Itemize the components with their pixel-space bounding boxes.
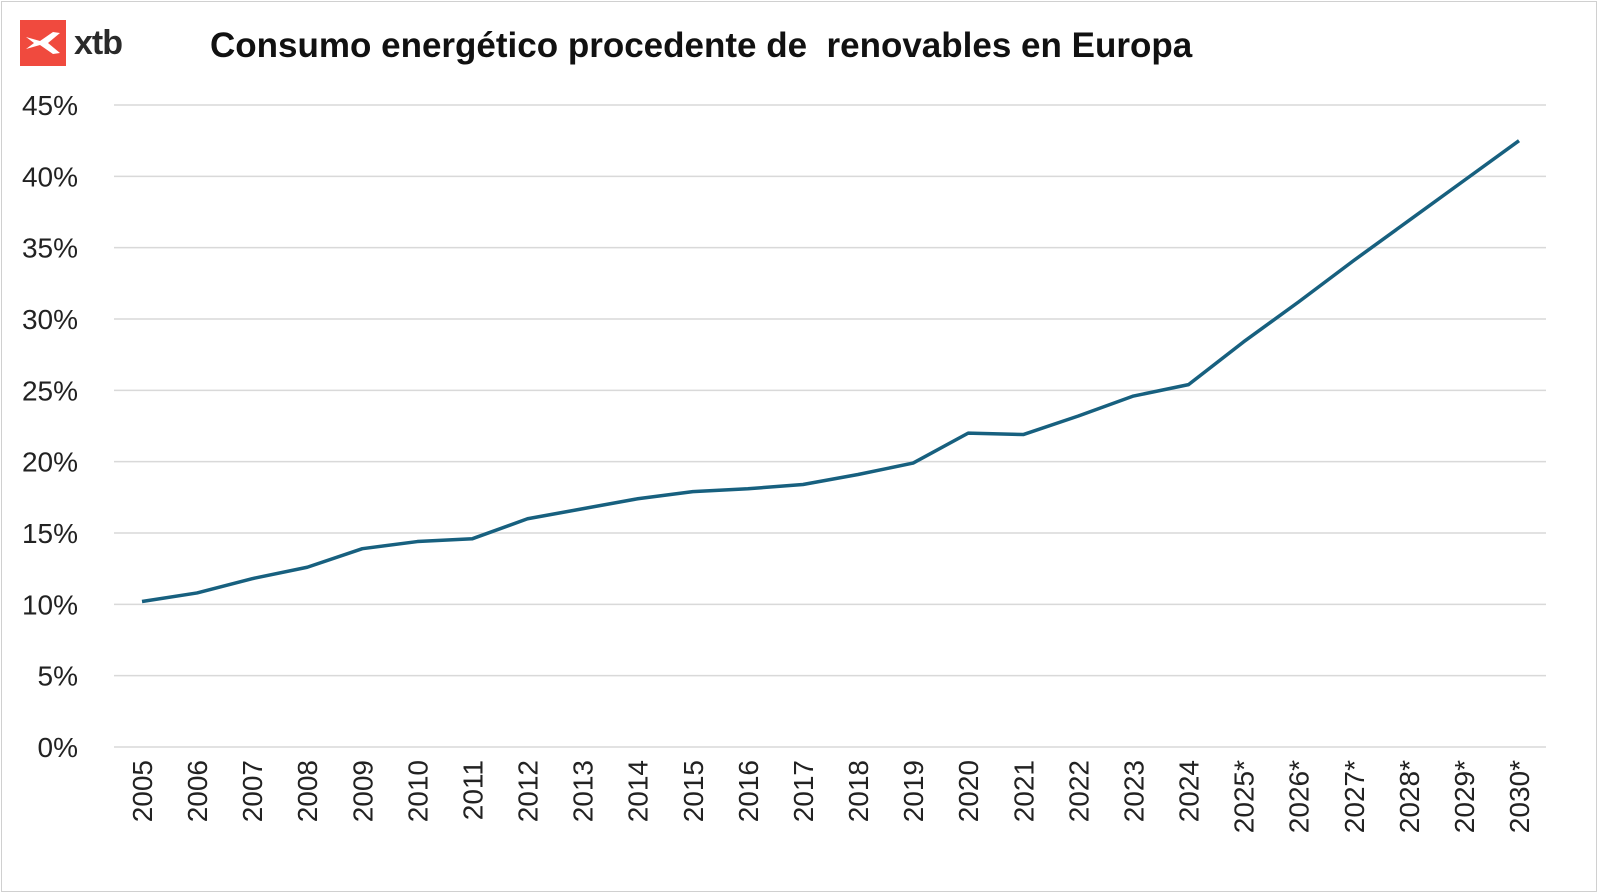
y-tick-label: 35% — [22, 233, 78, 264]
x-tick-label: 2014 — [623, 760, 654, 822]
y-tick-label: 15% — [22, 518, 78, 549]
x-tick-label: 2011 — [457, 760, 488, 820]
x-tick-label: 2006 — [182, 760, 213, 822]
x-tick-label: 2017 — [788, 760, 819, 822]
x-tick-label: 2013 — [568, 760, 599, 822]
x-tick-label: 2027* — [1339, 760, 1370, 833]
series-line — [141, 139, 1521, 604]
x-tick-label: 2007 — [237, 760, 268, 822]
x-tick-label: 2029* — [1449, 760, 1480, 833]
x-tick-label: 2024 — [1174, 760, 1205, 822]
x-tick-label: 2016 — [733, 760, 764, 822]
xtb-logo-icon — [20, 20, 66, 66]
y-tick-label: 20% — [22, 447, 78, 478]
x-tick-label: 2012 — [513, 760, 544, 822]
x-tick-label: 2018 — [843, 760, 874, 822]
x-tick-label: 2028* — [1394, 760, 1425, 833]
x-tick-label: 2019 — [898, 760, 929, 822]
chart-title: Consumo energético procedente de renovab… — [210, 26, 1193, 65]
y-tick-label: 5% — [38, 661, 78, 692]
x-tick-label: 2030* — [1504, 760, 1535, 833]
y-tick-label: 10% — [22, 589, 78, 620]
x-tick-label: 2021 — [1008, 760, 1039, 822]
x-tick-label: 2022 — [1063, 760, 1094, 822]
xtb-logo: xtb — [20, 20, 123, 66]
y-tick-label: 40% — [22, 161, 78, 192]
x-tick-label: 2015 — [678, 760, 709, 822]
xtb-logo-text: xtb — [74, 23, 123, 62]
x-tick-label: 2020 — [953, 760, 984, 822]
x-tick-label: 2026* — [1284, 760, 1315, 833]
x-tick-label: 2010 — [402, 760, 433, 822]
y-tick-label: 30% — [22, 304, 78, 335]
x-tick-label: 2009 — [347, 760, 378, 822]
y-tick-label: 0% — [38, 732, 78, 763]
x-tick-label: 2023 — [1118, 760, 1149, 822]
y-tick-label: 45% — [22, 90, 78, 121]
x-tick-label: 2005 — [127, 760, 158, 822]
y-tick-label: 25% — [22, 375, 78, 406]
x-tick-label: 2025* — [1229, 760, 1260, 833]
x-tick-label: 2008 — [292, 760, 323, 822]
